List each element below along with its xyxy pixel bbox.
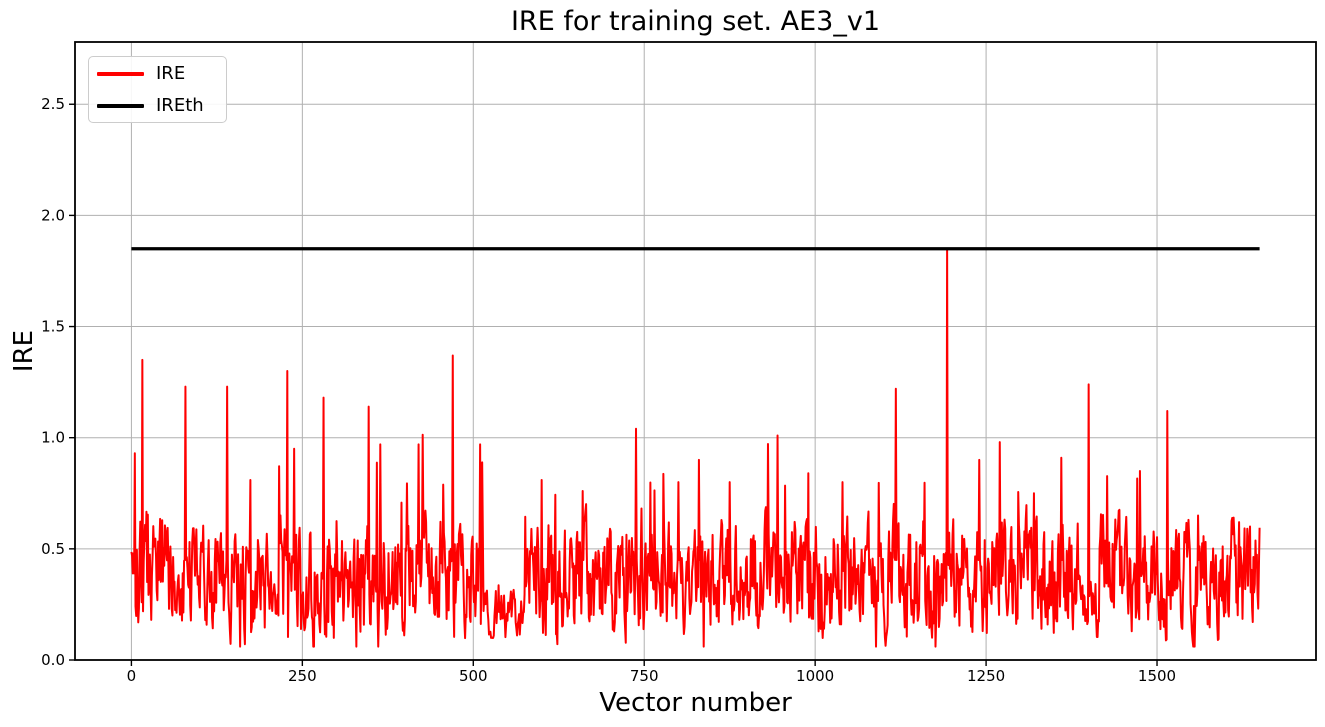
- legend-entry-ire: IRE: [97, 58, 226, 90]
- x-tick-label: 500: [459, 667, 488, 685]
- x-tick-label: 1500: [1138, 667, 1176, 685]
- x-tick-label: 1250: [967, 667, 1005, 685]
- y-tick-label: 0.5: [41, 540, 65, 558]
- y-tick-label: 1.5: [41, 318, 65, 336]
- y-tick-label: 2.0: [41, 206, 65, 224]
- x-tick-label: 0: [127, 667, 137, 685]
- legend-sample-line: [97, 71, 144, 76]
- y-tick-label: 2.5: [41, 95, 65, 113]
- legend-sample-line: [97, 103, 144, 108]
- x-tick-label: 750: [630, 667, 659, 685]
- chart-title: IRE for training set. AE3_v1: [510, 6, 881, 37]
- y-tick-label: 1.0: [41, 429, 65, 447]
- y-axis-label: IRE: [9, 329, 39, 373]
- legend-entry-ireth: IREth: [97, 90, 226, 122]
- x-tick-label: 250: [288, 667, 317, 685]
- x-axis-label: Vector number: [599, 688, 792, 718]
- legend-label: IRE: [156, 62, 186, 84]
- ire-series-line: [130, 247, 1261, 648]
- axes-spine: [74, 41, 1317, 661]
- legend: IRE IREth: [88, 56, 227, 123]
- y-tick-label: 0.0: [41, 651, 65, 669]
- legend-label: IREth: [156, 94, 204, 116]
- x-tick-label: 1000: [796, 667, 834, 685]
